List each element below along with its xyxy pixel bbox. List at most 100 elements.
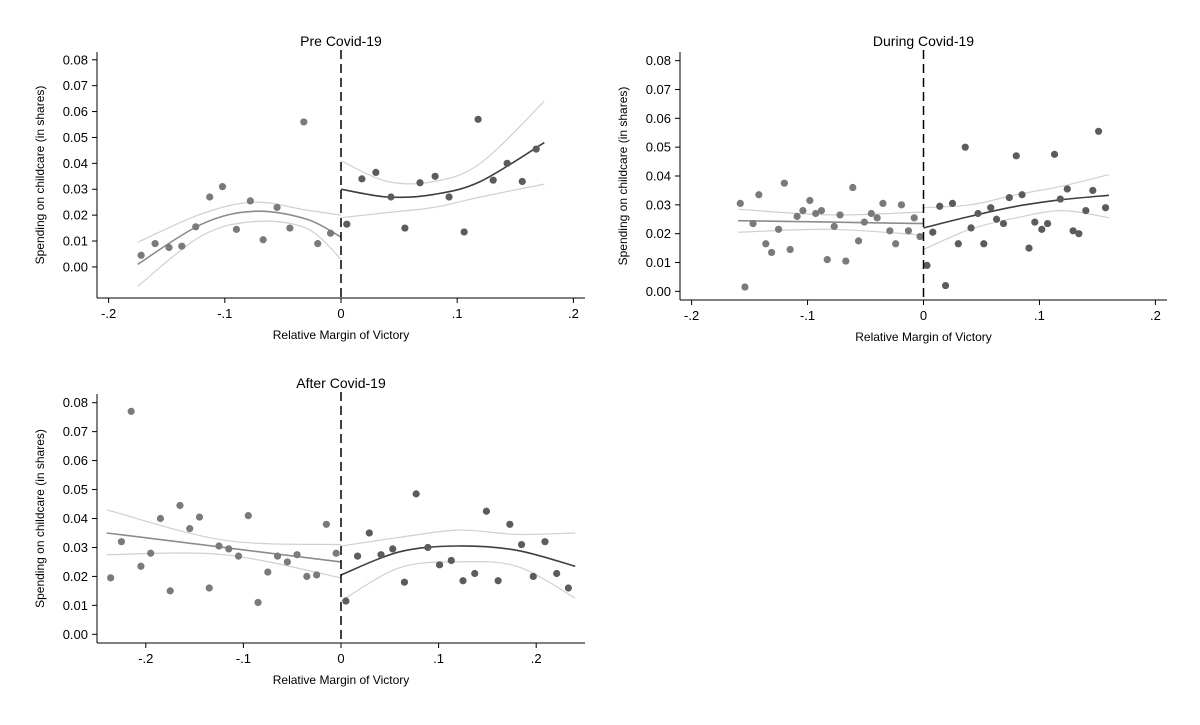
- scatter-point: [1094, 127, 1103, 135]
- scatter-point: [300, 118, 308, 126]
- scatter-point: [156, 514, 165, 523]
- y-tick-label: 0.05: [646, 140, 671, 155]
- scatter-point: [980, 240, 988, 248]
- y-axis-label: Spending on childcare (in shares): [33, 86, 47, 265]
- scatter-point: [961, 143, 969, 151]
- scatter-point: [303, 572, 311, 581]
- x-tick-label: .1: [1034, 308, 1045, 323]
- y-tick-label: 0.00: [63, 259, 88, 274]
- y-tick-label: 0.05: [63, 130, 88, 145]
- scatter-point: [460, 228, 468, 236]
- scatter-point: [904, 227, 913, 235]
- fit-left-line: [106, 532, 342, 563]
- scatter-point: [107, 574, 115, 582]
- scatter-point: [774, 225, 783, 233]
- scatter-point: [564, 584, 573, 592]
- scatter-point: [992, 215, 1001, 223]
- y-axis-label: Spending on childcare (in shares): [616, 87, 630, 266]
- scatter-point: [389, 545, 397, 553]
- y-tick-label: 0.06: [63, 104, 88, 119]
- scatter-point: [532, 145, 540, 153]
- scatter-point: [842, 257, 850, 265]
- scatter-point: [799, 207, 807, 215]
- scatter-point: [867, 209, 875, 218]
- y-tick-label: 0.00: [646, 284, 671, 299]
- scatter-point: [117, 538, 125, 546]
- x-tick-label: -.2: [138, 651, 153, 666]
- scatter-point: [541, 538, 549, 546]
- scatter-point: [506, 520, 514, 528]
- ci-left-lower-line: [737, 228, 924, 236]
- scatter-point: [474, 115, 482, 123]
- x-tick-label: .1: [452, 306, 463, 321]
- scatter-point: [987, 204, 995, 212]
- scatter-point: [342, 597, 350, 605]
- scatter-point: [916, 232, 924, 241]
- scatter-point: [1025, 244, 1033, 252]
- y-tick-label: 0.01: [63, 234, 88, 249]
- y-tick-label: 0.08: [63, 52, 88, 67]
- scatter-point: [793, 212, 801, 220]
- scatter-point: [812, 209, 820, 218]
- scatter-point: [749, 219, 757, 228]
- scatter-point: [358, 175, 366, 183]
- x-tick-label: -.2: [101, 306, 116, 321]
- scatter-point: [741, 283, 749, 291]
- scatter-point: [322, 520, 330, 528]
- x-tick-label: 0: [337, 651, 344, 666]
- scatter-point: [806, 196, 814, 205]
- scatter-point: [234, 552, 243, 560]
- scatter-point: [151, 240, 159, 248]
- y-tick-label: 0.08: [646, 53, 671, 68]
- y-tick-label: 0.07: [646, 82, 671, 97]
- scatter-point: [218, 183, 227, 191]
- scatter-point: [412, 490, 420, 498]
- y-tick-label: 0.03: [63, 540, 88, 555]
- scatter-point: [817, 207, 826, 215]
- scatter-point: [215, 542, 223, 550]
- scatter-point: [923, 261, 931, 269]
- scatter-point: [836, 211, 844, 219]
- y-tick-label: 0.01: [646, 255, 671, 270]
- scatter-point: [1082, 207, 1090, 215]
- y-tick-label: 0.04: [646, 169, 671, 184]
- ci-left-upper-line: [737, 208, 924, 216]
- chart-title: After Covid-19: [296, 375, 386, 391]
- fit-right-line: [340, 141, 545, 199]
- scatter-point: [225, 545, 233, 553]
- scatter-point: [400, 578, 409, 586]
- y-tick-label: 0.07: [63, 424, 88, 439]
- scatter-point: [879, 199, 887, 207]
- scatter-point: [999, 219, 1008, 228]
- scatter-point: [232, 225, 241, 233]
- y-tick-label: 0.08: [63, 395, 88, 410]
- scatter-point: [471, 569, 479, 578]
- scatter-point: [553, 569, 561, 578]
- scatter-point: [447, 556, 455, 565]
- scatter-point: [1031, 218, 1039, 226]
- scatter-point: [1063, 185, 1071, 193]
- scatter-point: [264, 568, 272, 576]
- scatter-point: [910, 214, 918, 222]
- scatter-point: [186, 525, 194, 533]
- scatter-point: [205, 584, 213, 592]
- scatter-point: [974, 209, 982, 218]
- y-tick-label: 0.01: [63, 598, 88, 613]
- fit-right-line: [923, 194, 1110, 229]
- scatter-point: [137, 562, 145, 570]
- scatter-point: [401, 224, 409, 232]
- ci-right-lower-line: [923, 209, 1110, 251]
- scatter-point: [1089, 186, 1097, 195]
- x-tick-label: -.1: [217, 306, 232, 321]
- scatter-point: [1043, 219, 1052, 228]
- y-tick-label: 0.02: [646, 226, 671, 241]
- ci-left-lower-line: [137, 220, 342, 287]
- scatter-point: [326, 229, 335, 237]
- scatter-point: [494, 577, 502, 585]
- scatter-point: [445, 193, 453, 201]
- scatter-point: [1018, 191, 1026, 199]
- scatter-point: [273, 203, 281, 211]
- scatter-point: [293, 551, 301, 559]
